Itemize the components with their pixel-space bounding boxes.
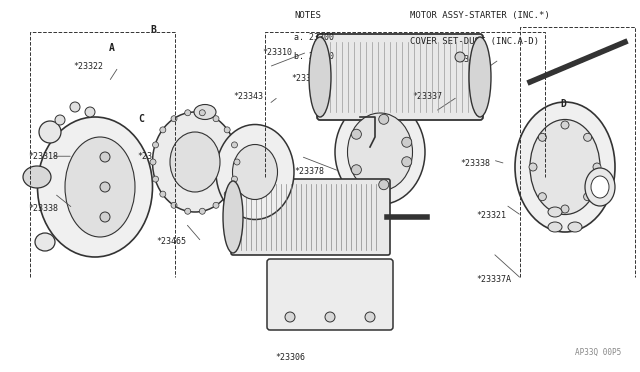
Circle shape	[584, 193, 591, 201]
Circle shape	[160, 127, 166, 133]
Circle shape	[199, 208, 205, 214]
Text: b. 23470: b. 23470	[294, 52, 334, 61]
Ellipse shape	[309, 37, 331, 117]
Text: *23337: *23337	[413, 92, 443, 101]
Circle shape	[224, 191, 230, 197]
Ellipse shape	[170, 132, 220, 192]
Ellipse shape	[223, 181, 243, 253]
Circle shape	[538, 133, 547, 141]
Text: COVER SET-DUST (INC.A-D): COVER SET-DUST (INC.A-D)	[410, 37, 539, 46]
Ellipse shape	[194, 105, 216, 119]
Text: *23379: *23379	[288, 226, 318, 235]
Circle shape	[100, 152, 110, 162]
Circle shape	[213, 116, 219, 122]
Ellipse shape	[591, 176, 609, 198]
Text: *23322: *23322	[74, 62, 104, 71]
Circle shape	[365, 312, 375, 322]
Ellipse shape	[23, 166, 51, 188]
Circle shape	[402, 137, 412, 147]
Text: *23306A: *23306A	[285, 323, 320, 332]
Ellipse shape	[152, 112, 237, 212]
Text: *23333: *23333	[282, 200, 312, 209]
FancyBboxPatch shape	[317, 34, 483, 120]
Text: *23337A: *23337A	[477, 275, 512, 283]
FancyBboxPatch shape	[267, 259, 393, 330]
Circle shape	[171, 202, 177, 208]
Text: *23310: *23310	[262, 48, 292, 57]
Circle shape	[185, 110, 191, 116]
Circle shape	[584, 133, 591, 141]
Circle shape	[213, 202, 219, 208]
Circle shape	[224, 127, 230, 133]
Circle shape	[351, 165, 362, 175]
Ellipse shape	[65, 137, 135, 237]
Circle shape	[70, 102, 80, 112]
Text: 23380: 23380	[330, 323, 355, 332]
Ellipse shape	[232, 144, 278, 199]
Circle shape	[402, 157, 412, 167]
Text: *23318: *23318	[28, 152, 58, 161]
Circle shape	[538, 193, 547, 201]
Ellipse shape	[38, 117, 152, 257]
Circle shape	[232, 176, 237, 182]
Circle shape	[529, 163, 537, 171]
Ellipse shape	[568, 222, 582, 232]
Text: *23310: *23310	[291, 74, 321, 83]
Circle shape	[455, 52, 465, 62]
Ellipse shape	[585, 168, 615, 206]
Text: *23321: *23321	[477, 211, 507, 220]
Text: *23306: *23306	[275, 353, 305, 362]
Text: a. 23300: a. 23300	[294, 33, 334, 42]
Text: *23490: *23490	[454, 55, 484, 64]
Text: MOTOR ASSY-STARTER (INC.*): MOTOR ASSY-STARTER (INC.*)	[410, 11, 549, 20]
FancyBboxPatch shape	[231, 179, 390, 255]
Ellipse shape	[548, 222, 562, 232]
Circle shape	[185, 208, 191, 214]
Circle shape	[232, 142, 237, 148]
Ellipse shape	[335, 99, 425, 205]
Circle shape	[379, 180, 388, 190]
Text: AP33Q 00P5: AP33Q 00P5	[575, 348, 621, 357]
Circle shape	[100, 182, 110, 192]
Circle shape	[171, 116, 177, 122]
Circle shape	[100, 212, 110, 222]
Ellipse shape	[216, 125, 294, 219]
Ellipse shape	[548, 207, 562, 217]
Text: *23338: *23338	[461, 159, 491, 168]
Circle shape	[593, 163, 601, 171]
Text: NOTES: NOTES	[294, 11, 321, 20]
Circle shape	[85, 107, 95, 117]
Text: A: A	[109, 44, 115, 53]
Text: *23312: *23312	[138, 152, 168, 161]
Text: *23378: *23378	[294, 167, 324, 176]
Ellipse shape	[515, 102, 615, 232]
Circle shape	[561, 205, 569, 213]
Text: D: D	[560, 99, 566, 109]
Text: C: C	[138, 114, 144, 124]
Text: *23465: *23465	[157, 237, 187, 246]
Circle shape	[150, 159, 156, 165]
Ellipse shape	[530, 119, 600, 215]
Ellipse shape	[35, 233, 55, 251]
Circle shape	[160, 191, 166, 197]
Ellipse shape	[39, 121, 61, 143]
Circle shape	[379, 114, 388, 124]
Circle shape	[199, 110, 205, 116]
Circle shape	[325, 312, 335, 322]
Text: B: B	[150, 25, 157, 35]
Ellipse shape	[469, 37, 491, 117]
Circle shape	[55, 115, 65, 125]
Ellipse shape	[348, 113, 413, 191]
Circle shape	[234, 159, 240, 165]
Circle shape	[285, 312, 295, 322]
Text: *23338: *23338	[28, 204, 58, 213]
Circle shape	[561, 121, 569, 129]
Circle shape	[351, 129, 362, 139]
Text: *23343: *23343	[234, 92, 264, 101]
Circle shape	[152, 142, 159, 148]
Circle shape	[152, 176, 159, 182]
